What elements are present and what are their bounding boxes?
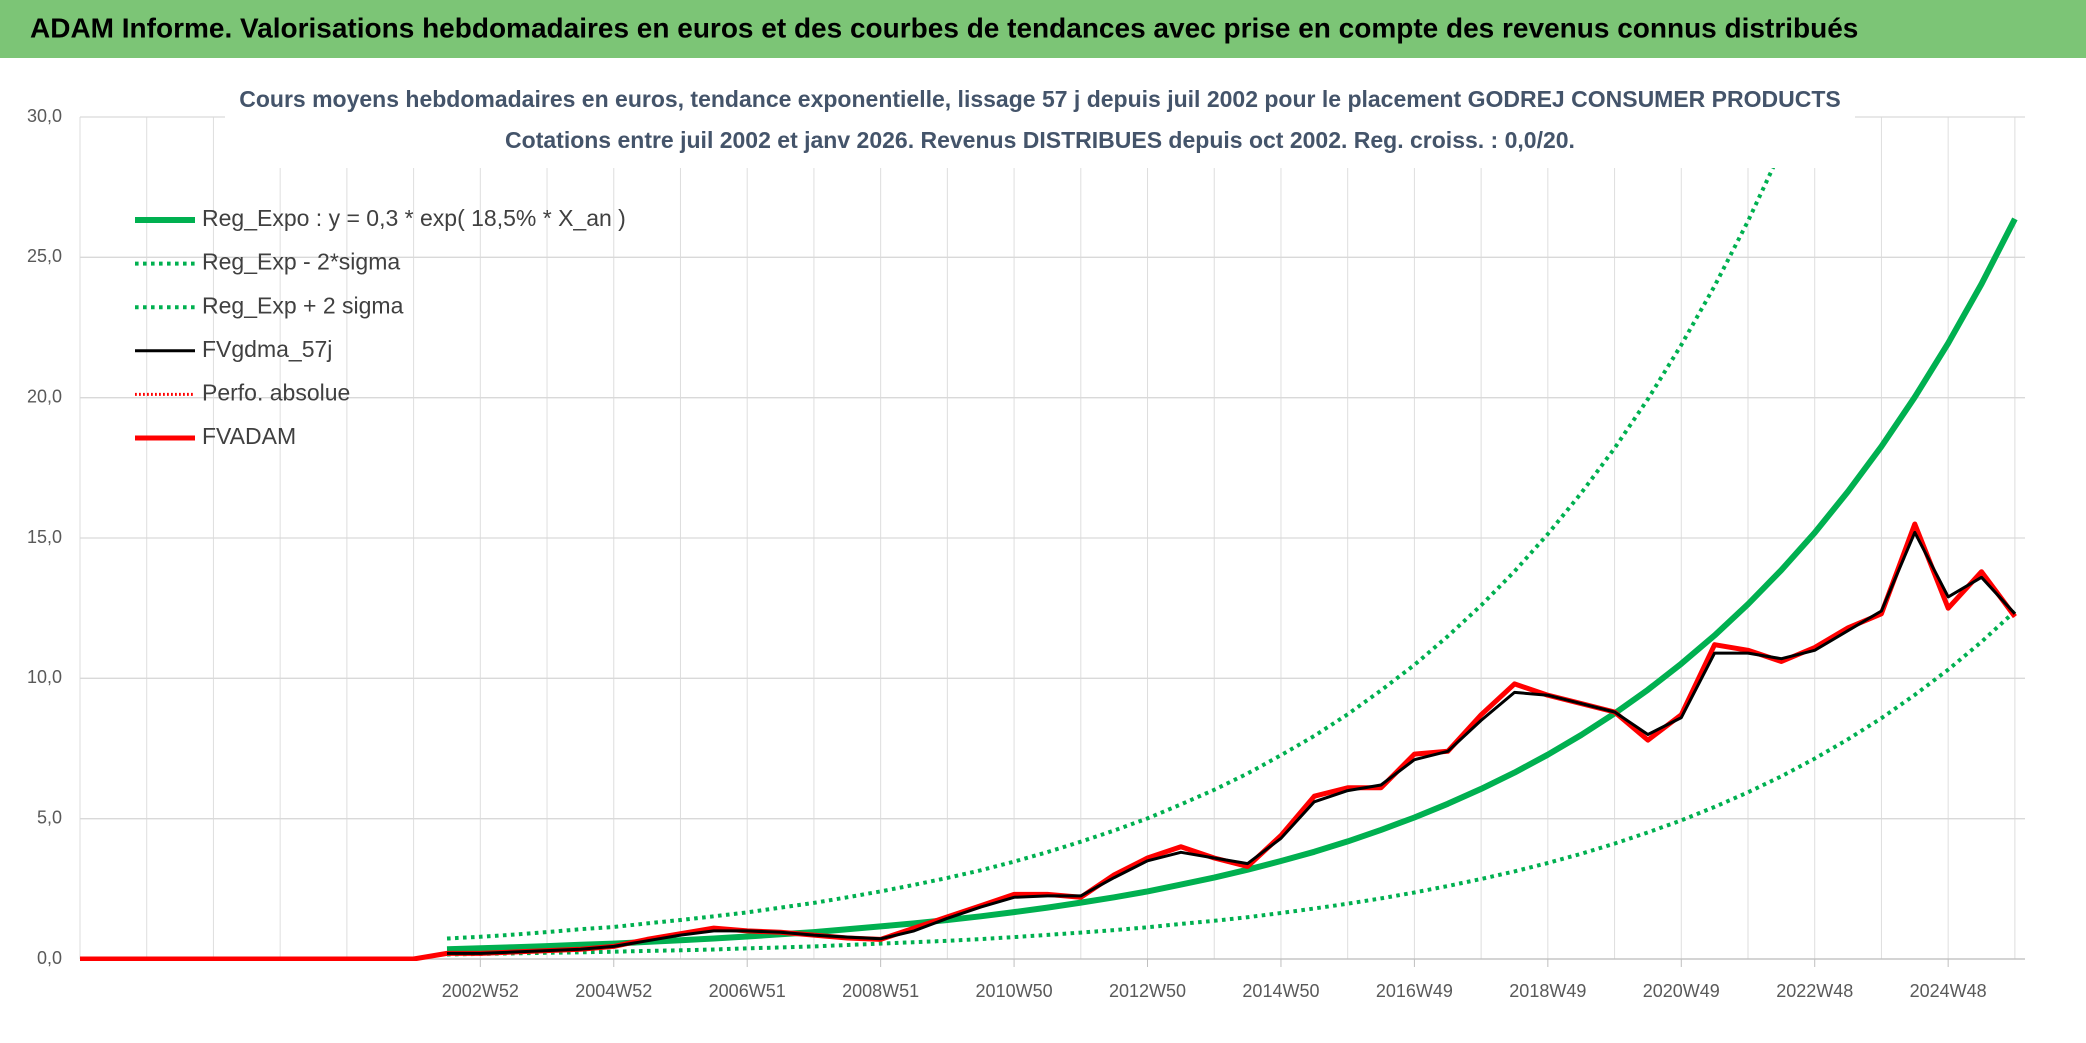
chart-subtitle: Cotations entre juil 2002 et janv 2026. … <box>505 127 1575 153</box>
x-tick-label: 2018W49 <box>1509 981 1586 1001</box>
chart-title: Cours moyens hebdomadaires en euros, ten… <box>239 86 1841 112</box>
title-box <box>225 80 1855 168</box>
x-tick-label: 2012W50 <box>1109 981 1186 1001</box>
x-tick-label: 2002W52 <box>442 981 519 1001</box>
series-line <box>446 115 1799 941</box>
header-title: ADAM Informe. Valorisations hebdomadaire… <box>30 12 1858 43</box>
x-tick-label: 2020W49 <box>1643 981 1720 1001</box>
x-tick-label: 2006W51 <box>709 981 786 1001</box>
legend-label: FVADAM <box>202 423 296 449</box>
y-tick-label: 10,0 <box>27 667 62 687</box>
y-tick-label: 20,0 <box>27 386 62 406</box>
x-tick-label: 2016W49 <box>1376 981 1453 1001</box>
series-line <box>446 609 2017 957</box>
series-line <box>447 530 2017 955</box>
y-tick-label: 0,0 <box>37 948 62 968</box>
x-tick-label: 2024W48 <box>1910 981 1987 1001</box>
legend-label: FVgdma_57j <box>202 336 332 362</box>
legend-label: Reg_Exp - 2*sigma <box>202 249 400 275</box>
chart: 0,0 5,0 10,0 15,0 20,0 25,0 30,0 2002W52 2004W52… <box>27 80 2025 1001</box>
legend-label: Perfo. absolue <box>202 379 350 405</box>
legend-label: Reg_Expo : y = 0,3 * exp( 18,5% * X_an ) <box>202 205 626 231</box>
y-tick-label: 30,0 <box>27 106 62 126</box>
y-tick-label: 15,0 <box>27 527 62 547</box>
header-bar <box>0 0 2086 58</box>
x-tick-label: 2008W51 <box>842 981 919 1001</box>
x-tick-label: 2022W48 <box>1776 981 1853 1001</box>
series-line <box>446 217 2018 953</box>
x-tick-label: 2010W50 <box>976 981 1053 1001</box>
y-tick-label: 5,0 <box>37 807 62 827</box>
y-tick-label: 25,0 <box>27 246 62 266</box>
legend-label: Reg_Exp + 2 sigma <box>202 292 404 318</box>
x-tick-label: 2004W52 <box>575 981 652 1001</box>
x-tick-label: 2014W50 <box>1242 981 1319 1001</box>
